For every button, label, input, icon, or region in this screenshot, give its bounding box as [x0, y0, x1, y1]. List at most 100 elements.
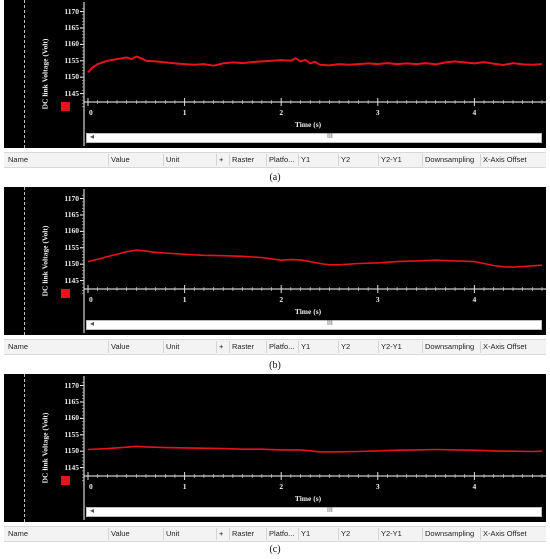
x-tick-label: 4	[473, 108, 477, 117]
column-header[interactable]: X-Axis Offset	[480, 154, 527, 166]
cursor-line[interactable]	[24, 374, 25, 522]
y-tick-label: 1160	[64, 413, 79, 423]
x-tick-label: 0	[89, 108, 93, 117]
x-tick-label: 0	[89, 295, 93, 304]
x-tick-label: 2	[279, 482, 283, 491]
column-header[interactable]: Platfo...	[266, 341, 294, 353]
y-axis-area: DC link Voltage (Volt) 1145 1150 1155 1160 11…	[4, 374, 82, 522]
scope-display: DC link Voltage (Volt) 1145 1150 1155 1160 11…	[4, 374, 546, 522]
signal-color-marker[interactable]	[61, 476, 70, 485]
y-axis-area: DC link Voltage (Volt) 1145 1150 1155 1160 11…	[4, 187, 82, 335]
column-header[interactable]: Y1	[298, 154, 310, 166]
y-tick-label: 1145	[64, 275, 79, 285]
column-header[interactable]: Raster	[229, 341, 254, 353]
voltage-trace[interactable]	[87, 445, 543, 453]
column-header[interactable]: Y2-Y1	[378, 341, 402, 353]
y-axis-label: DC link Voltage (Volt)	[40, 412, 50, 484]
column-header[interactable]: Y1	[298, 341, 310, 353]
column-header[interactable]: Name	[8, 342, 29, 351]
y-axis-label: DC link Voltage (Volt)	[40, 225, 50, 297]
column-header[interactable]: Downsampling	[422, 341, 474, 353]
column-header[interactable]: Name	[8, 529, 29, 538]
column-header[interactable]: Downsampling	[422, 154, 474, 166]
horizontal-scrollbar[interactable]: ◂ III	[86, 506, 542, 517]
y-tick-label: 1170	[64, 6, 79, 16]
column-header[interactable]: Y2	[338, 154, 350, 166]
figure-caption: (a)	[269, 172, 281, 183]
column-header[interactable]: Platfo...	[266, 154, 294, 166]
column-header[interactable]: X-Axis Offset	[480, 341, 527, 353]
column-header[interactable]: +	[216, 341, 223, 353]
y-tick-label: 1160	[64, 39, 79, 49]
signal-table-header: Name Value Unit + Raster Platfo... Y1 Y2 Y2-Y1 Do…	[4, 526, 546, 542]
y-tick-label: 1150	[64, 446, 79, 456]
plot-area[interactable]: 0 1 2 3 4 Time (s)	[80, 187, 546, 335]
column-header[interactable]: Name	[8, 155, 29, 164]
column-header[interactable]: Value	[108, 154, 130, 166]
column-header[interactable]: Y2-Y1	[378, 528, 402, 540]
voltage-trace[interactable]	[87, 55, 543, 73]
x-tick-label: 1	[183, 482, 187, 491]
x-tick-label: 0	[89, 482, 93, 491]
x-axis-label: Time (s)	[295, 120, 322, 129]
column-header[interactable]: Raster	[229, 154, 254, 166]
x-tick-label: 4	[473, 482, 477, 491]
scroll-grip-icon[interactable]: III	[327, 320, 333, 327]
column-header[interactable]: Value	[108, 341, 130, 353]
y-tick-label: 1145	[64, 462, 79, 472]
horizontal-scrollbar[interactable]: ◂ III	[86, 132, 542, 143]
column-header[interactable]: X-Axis Offset	[480, 528, 527, 540]
x-tick-label: 2	[279, 108, 283, 117]
x-tick-label: 1	[183, 108, 187, 117]
column-header[interactable]: Unit	[163, 154, 179, 166]
signal-table-header: Name Value Unit + Raster Platfo... Y1 Y2 Y2-Y1 Do…	[4, 152, 546, 168]
column-header[interactable]: Downsampling	[422, 528, 474, 540]
column-header[interactable]: Y2	[338, 341, 350, 353]
y-tick-label: 1155	[64, 429, 79, 439]
column-header[interactable]: +	[216, 154, 223, 166]
column-header[interactable]: Value	[108, 528, 130, 540]
voltage-trace[interactable]	[87, 249, 543, 268]
column-header[interactable]: Unit	[163, 341, 179, 353]
figure-caption: (b)	[269, 360, 281, 371]
signal-color-marker[interactable]	[61, 289, 70, 298]
signal-color-marker[interactable]	[61, 102, 70, 111]
plot-area[interactable]: 0 1 2 3 4 Time (s)	[80, 0, 546, 148]
y-tick-label: 1160	[64, 226, 79, 236]
column-header[interactable]: +	[216, 528, 223, 540]
scroll-grip-icon[interactable]: III	[327, 507, 333, 514]
x-tick-label: 3	[376, 295, 380, 304]
y-tick-label: 1165	[64, 209, 79, 219]
x-axis-label: Time (s)	[295, 494, 322, 503]
scroll-left-arrow-icon[interactable]: ◂	[90, 132, 95, 141]
column-header[interactable]: Unit	[163, 528, 179, 540]
scroll-left-arrow-icon[interactable]: ◂	[90, 506, 95, 515]
figure-caption: (c)	[269, 544, 281, 555]
cursor-line[interactable]	[24, 0, 25, 148]
y-axis-label: DC link Voltage (Volt)	[40, 38, 50, 110]
column-header[interactable]: Y1	[298, 528, 310, 540]
x-tick-label: 4	[473, 295, 477, 304]
scroll-left-arrow-icon[interactable]: ◂	[90, 319, 95, 328]
y-tick-label: 1155	[64, 242, 79, 252]
scope-display: DC link Voltage (Volt) 1145 1150 1155 1160 11…	[4, 0, 546, 148]
x-tick-label: 3	[376, 482, 380, 491]
column-header[interactable]: Raster	[229, 528, 254, 540]
y-tick-label: 1170	[64, 380, 79, 390]
column-header[interactable]: Platfo...	[266, 528, 294, 540]
y-axis-area: DC link Voltage (Volt) 1145 1150 1155 1160 11…	[4, 0, 82, 148]
signal-table-header: Name Value Unit + Raster Platfo... Y1 Y2 Y2-Y1 Do…	[4, 339, 546, 355]
scroll-grip-icon[interactable]: III	[327, 133, 333, 140]
cursor-line[interactable]	[24, 187, 25, 335]
scope-display: DC link Voltage (Volt) 1145 1150 1155 1160 11…	[4, 187, 546, 335]
horizontal-scrollbar[interactable]: ◂ III	[86, 319, 542, 330]
y-tick-label: 1155	[64, 55, 79, 65]
column-header[interactable]: Y2-Y1	[378, 154, 402, 166]
column-header[interactable]: Y2	[338, 528, 350, 540]
x-tick-label: 2	[279, 295, 283, 304]
y-tick-label: 1165	[64, 22, 79, 32]
x-tick-label: 3	[376, 108, 380, 117]
y-tick-label: 1145	[64, 88, 79, 98]
x-tick-label: 1	[183, 295, 187, 304]
plot-area[interactable]: 0 1 2 3 4 Time (s)	[80, 374, 546, 522]
